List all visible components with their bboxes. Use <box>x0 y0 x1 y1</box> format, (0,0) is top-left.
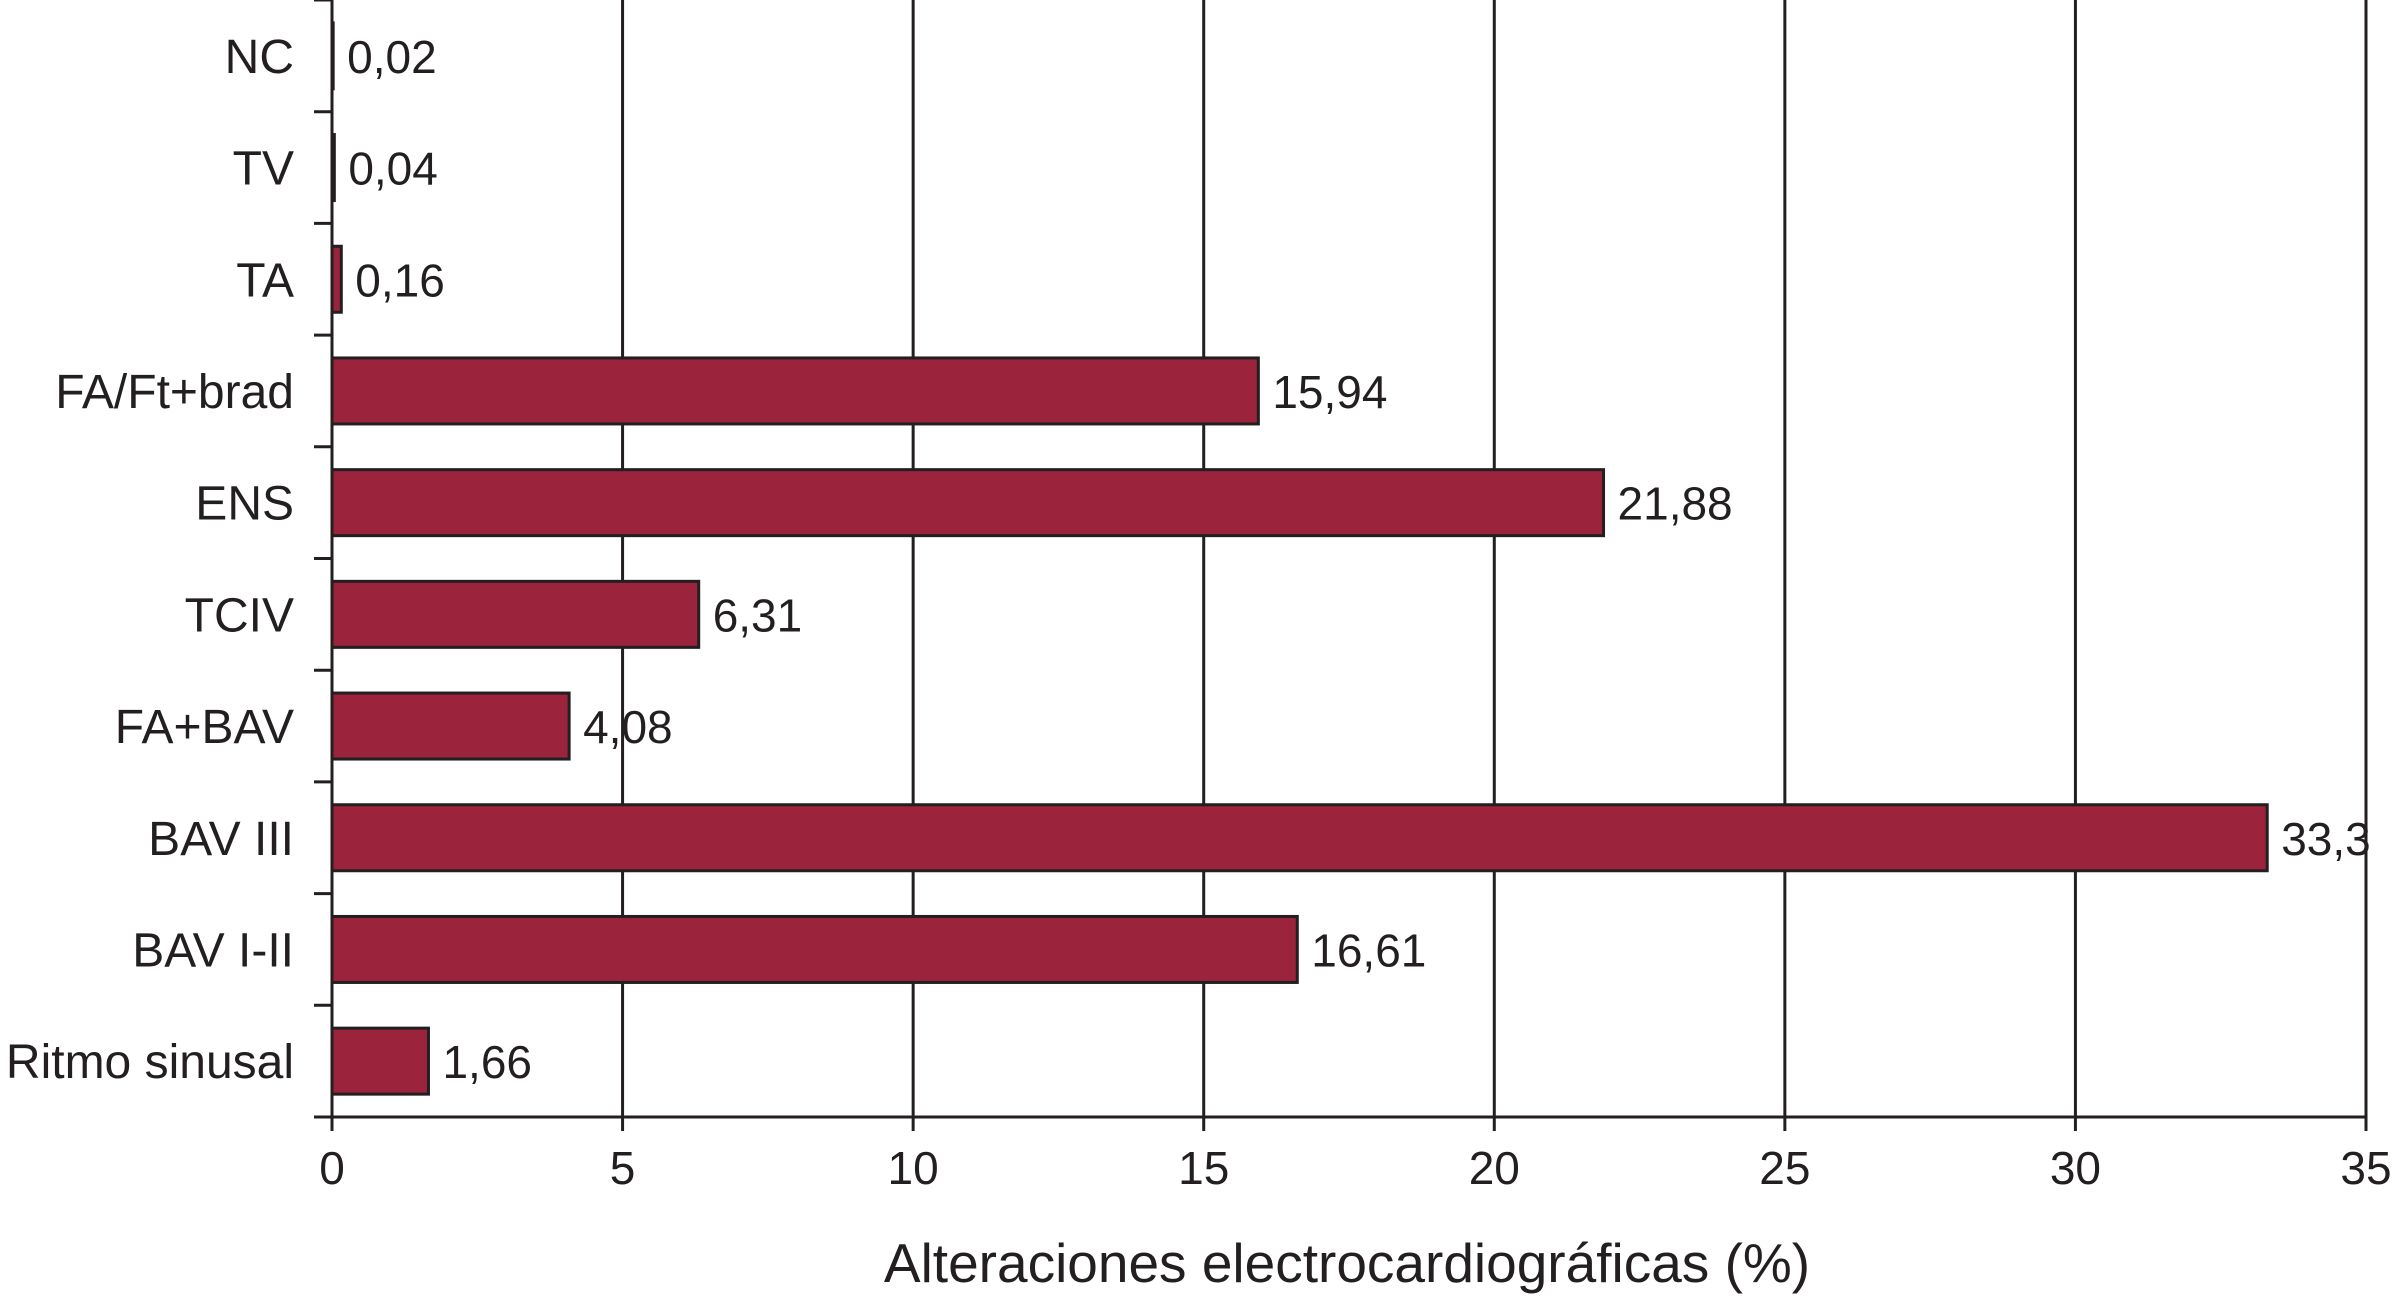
value-label: 1,66 <box>442 1036 532 1088</box>
bar <box>330 579 701 649</box>
category-label: NC <box>225 31 294 84</box>
x-tick-label: 25 <box>1759 1142 1810 1194</box>
x-tick-label: 35 <box>2340 1142 2391 1194</box>
bars <box>330 21 2269 1096</box>
category-label: TCIV <box>185 589 294 642</box>
x-tick-label: 0 <box>319 1142 345 1194</box>
value-label: 0,02 <box>347 31 437 83</box>
bar <box>330 691 571 761</box>
axes <box>314 0 2368 1131</box>
x-tick-label: 5 <box>610 1142 636 1194</box>
x-tick-label: 20 <box>1469 1142 1520 1194</box>
value-label: 6,31 <box>713 589 803 641</box>
category-label: FA+BAV <box>115 701 294 754</box>
category-label: TV <box>233 143 294 196</box>
x-tick-label: 10 <box>888 1142 939 1194</box>
category-label: Ritmo sinusal <box>6 1036 294 1089</box>
value-label: 0,04 <box>348 143 438 195</box>
x-axis-title: Alteraciones electrocardiográficas (%) <box>884 1232 1810 1294</box>
bar <box>330 1026 430 1096</box>
labels: 0 5 10 15 20 25 30 35 NC 0,02 TV 0,04 TA 0,16 FA/Ft+br… <box>6 31 2392 1194</box>
value-label: 4,08 <box>583 701 673 753</box>
x-tick-label: 15 <box>1178 1142 1229 1194</box>
bar <box>330 803 2269 873</box>
bar <box>330 468 1606 538</box>
value-label: 15,94 <box>1272 366 1387 418</box>
category-label: BAV I-II <box>132 924 294 977</box>
bar <box>330 914 1299 984</box>
value-label: 16,61 <box>1311 924 1426 976</box>
bar <box>330 356 1260 426</box>
value-label: 21,88 <box>1618 478 1733 530</box>
category-label: BAV III <box>148 813 294 866</box>
category-label: ENS <box>195 478 294 531</box>
x-tick-label: 30 <box>2050 1142 2101 1194</box>
gridlines <box>621 0 2368 1117</box>
category-label: TA <box>236 254 294 307</box>
value-label: 33,3 <box>2281 813 2371 865</box>
value-label: 0,16 <box>355 254 445 306</box>
category-label: FA/Ft+brad <box>55 366 294 419</box>
